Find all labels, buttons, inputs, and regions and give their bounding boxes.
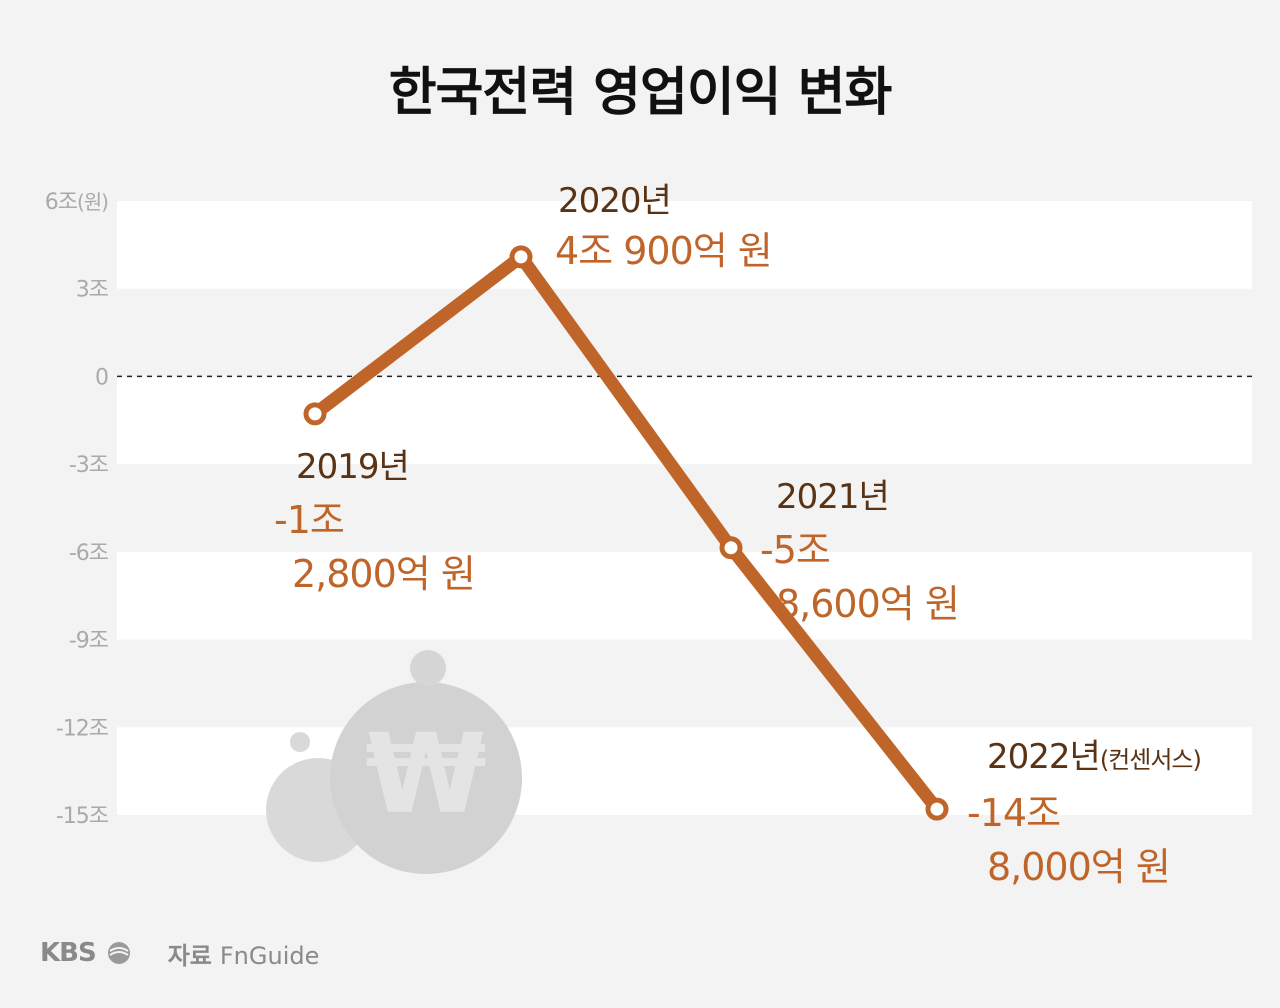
point-value-label: 8,600억 원 xyxy=(776,582,959,626)
data-point xyxy=(719,536,743,560)
point-year-note: (컨센서스) xyxy=(1100,746,1201,774)
point-value-label: 2,800억 원 xyxy=(292,552,475,596)
point-year-label: 2020년 xyxy=(558,181,671,221)
small-bag-knot xyxy=(290,732,310,752)
data-point xyxy=(925,797,949,821)
series-line xyxy=(308,250,944,816)
point-year-label: 2019년 xyxy=(296,447,409,487)
y-tick-label: 6조(원) xyxy=(45,190,108,215)
grid-band xyxy=(117,376,1252,465)
kbs-logo-icon xyxy=(107,942,130,964)
point-labels: 2019년 -1조 2,800억 원 2020년 4조 900억 원 2021년 -5조 8,… xyxy=(274,181,1202,889)
point-value-label: -1조 xyxy=(274,498,344,542)
money-bags-illustration: ₩ xyxy=(266,650,522,874)
footer: KBS 자료 FnGuide xyxy=(40,936,319,970)
point-value-label: 8,000억 원 xyxy=(987,845,1170,889)
y-unit-label: (원) xyxy=(77,190,108,214)
y-tick-label: -6조 xyxy=(69,541,109,566)
large-money-bag xyxy=(330,682,522,874)
y-tick-label: -3조 xyxy=(69,453,109,478)
grid-band xyxy=(117,201,1252,289)
data-point xyxy=(509,245,533,269)
won-sign-icon: ₩ xyxy=(365,710,486,838)
y-tick-label: 3조 xyxy=(76,278,109,303)
y-tick-label: -9조 xyxy=(69,629,109,654)
source-name: FnGuide xyxy=(219,941,320,970)
grid-band xyxy=(117,551,1252,640)
point-value-label: 4조 900억 원 xyxy=(555,229,772,273)
source-label: 자료 xyxy=(167,941,212,970)
point-year-label: 2021년 xyxy=(776,477,889,517)
chart-title: 한국전력 영업이익 변화 xyxy=(388,63,893,123)
y-axis: 6조(원) 3조 0 -3조 -6조 -9조 -12조 -15조 xyxy=(45,190,110,829)
kbs-logo: KBS xyxy=(40,938,97,968)
series-markers xyxy=(303,245,949,821)
point-value-label: -5조 xyxy=(760,528,830,572)
source-credit: 자료 FnGuide xyxy=(168,936,320,971)
data-point xyxy=(303,402,327,426)
y-tick-label: 0 xyxy=(95,365,108,390)
point-value-label: -14조 xyxy=(967,791,1060,835)
y-tick-label: -15조 xyxy=(56,804,109,829)
large-bag-knot xyxy=(410,650,446,686)
y-tick-label: -12조 xyxy=(56,716,109,741)
